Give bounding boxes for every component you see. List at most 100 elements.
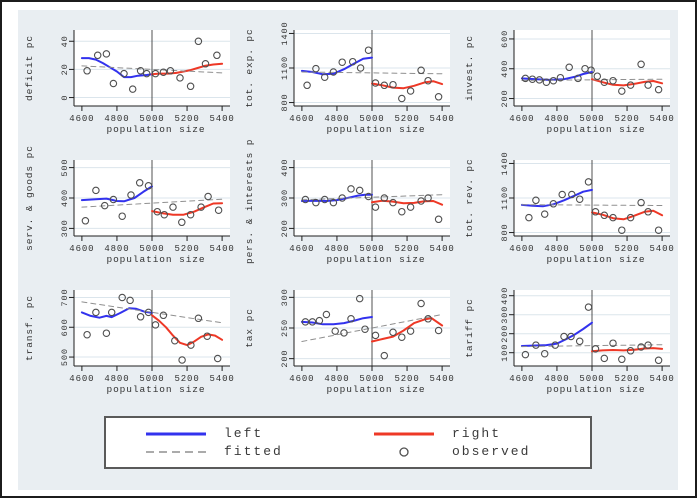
observed-point xyxy=(128,85,137,93)
x-tick-label: 5000 xyxy=(579,374,604,384)
observed-point xyxy=(120,69,128,78)
right-line xyxy=(151,202,224,216)
observed-point xyxy=(626,347,635,355)
y-axis-title: deficit pc xyxy=(24,35,35,101)
observed-point xyxy=(83,330,91,339)
y-tick-label: 300 xyxy=(500,306,510,324)
observed-point xyxy=(194,37,203,46)
observed-point xyxy=(315,316,324,325)
observed-point xyxy=(142,69,151,78)
observed-point xyxy=(83,67,91,75)
observed-point xyxy=(417,66,425,75)
x-tick-label: 5200 xyxy=(174,244,199,254)
y-tick-label: 600 xyxy=(60,318,70,336)
x-tick-label: 5000 xyxy=(139,244,164,254)
observed-point xyxy=(312,198,320,207)
observed-point xyxy=(626,213,635,222)
panel-tariff-pc: 100 200 300 400 4600 4800 5000 5200 5400 tariff p… xyxy=(458,270,678,400)
y-tick-label: 500 xyxy=(60,348,70,366)
x-tick-label: 4600 xyxy=(509,374,534,384)
observed-point xyxy=(406,203,415,211)
y-axis-title: invest. pc xyxy=(464,35,475,101)
observed-point xyxy=(136,313,145,321)
observed-point xyxy=(618,226,626,234)
observed-point xyxy=(575,195,584,203)
observed-point xyxy=(109,79,118,88)
observed-point xyxy=(320,195,329,204)
observed-point xyxy=(118,212,126,220)
right-line xyxy=(591,347,664,353)
panel-tax-pc: 200 250 300 4600 4800 5000 5200 5400 tax pc popul… xyxy=(238,270,458,400)
observed-point xyxy=(609,76,617,85)
observed-point xyxy=(371,331,380,340)
observed-point xyxy=(92,308,100,317)
observed-point xyxy=(637,343,645,351)
fitted-line xyxy=(81,301,223,324)
y-tick-label: 800 xyxy=(280,93,290,111)
observed-point xyxy=(159,68,168,76)
y-tick-label: 200 xyxy=(500,325,510,343)
x-tick-label: 5200 xyxy=(614,244,639,254)
observed-point xyxy=(540,210,549,218)
observed-point xyxy=(109,195,118,204)
observed-points xyxy=(83,37,221,93)
y-tick-label: 100 xyxy=(500,344,510,362)
x-tick-label: 5400 xyxy=(430,374,455,384)
observed-points xyxy=(301,185,443,224)
observed-points xyxy=(521,60,663,95)
observed-point xyxy=(600,211,609,220)
x-tick-label: 4600 xyxy=(289,244,314,254)
right-line xyxy=(591,78,664,87)
x-tick-label: 4600 xyxy=(69,374,94,384)
observed-point xyxy=(525,213,533,222)
y-tick-label: 700 xyxy=(60,288,70,306)
x-tick-label: 4600 xyxy=(509,244,534,254)
panel-tot-exp-pc: 800 1100 1400 4600 4800 5000 5200 5400 tot. exp.… xyxy=(238,10,458,140)
y-tick-label: 200 xyxy=(280,350,290,368)
observed-point xyxy=(347,185,355,193)
observed-point xyxy=(127,191,135,199)
x-tick-label: 5400 xyxy=(650,244,675,254)
x-tick-label: 4800 xyxy=(544,374,569,384)
x-tick-label: 5200 xyxy=(174,114,199,124)
panel-transf-pc: 500 600 700 4600 4800 5000 5200 5400 transf. pc p… xyxy=(18,270,238,400)
observed-point xyxy=(166,67,175,75)
observed-point xyxy=(424,194,432,202)
y-tick-label: 1400 xyxy=(280,21,290,45)
observed-point xyxy=(609,213,617,222)
observed-point xyxy=(574,74,582,83)
observed-point xyxy=(575,337,584,346)
panel-invest-pc: 200 400 600 4600 4800 5000 5200 5400 invest. pc p… xyxy=(458,10,678,140)
y-tick-label: 20 xyxy=(60,63,70,75)
x-tick-label: 4600 xyxy=(69,114,94,124)
y-tick-label: 300 xyxy=(60,219,70,237)
right-line-swatch xyxy=(374,432,434,435)
observed-point xyxy=(214,206,223,214)
observed-point xyxy=(169,203,177,211)
observed-points xyxy=(81,179,223,227)
observed-point xyxy=(568,190,576,199)
x-tick-label: 4800 xyxy=(324,114,349,124)
observed-point xyxy=(417,197,425,205)
observed-point xyxy=(591,208,600,216)
chart-pers-interests-pc: 200 300 400 4600 4800 5000 5200 5400 pers. & int… xyxy=(244,140,454,265)
legend-label-observed: observed xyxy=(452,444,531,459)
y-tick-label: 300 xyxy=(280,288,290,306)
legend-label-right: right xyxy=(452,426,502,441)
x-tick-label: 4600 xyxy=(509,114,534,124)
observed-points xyxy=(521,303,663,365)
y-tick-label: 400 xyxy=(280,159,290,177)
y-tick-label: 1100 xyxy=(280,56,290,80)
observed-point xyxy=(194,314,203,323)
x-axis-title: population size xyxy=(546,384,645,395)
observed-point xyxy=(151,69,160,78)
y-tick-label: 250 xyxy=(280,319,290,337)
observed-marker-swatch xyxy=(399,446,409,457)
observed-point xyxy=(398,207,406,216)
observed-point xyxy=(618,355,626,364)
left-line xyxy=(520,321,593,347)
observed-points xyxy=(525,178,663,234)
observed-point xyxy=(637,60,645,69)
observed-point xyxy=(434,215,443,224)
